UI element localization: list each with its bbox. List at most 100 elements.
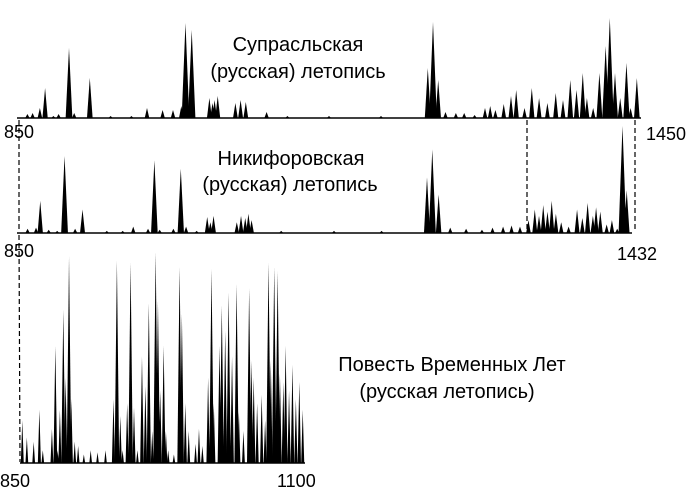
panel3-peak-42 bbox=[194, 443, 197, 463]
panel3-peak-60 bbox=[260, 394, 264, 463]
panel3-peak-69 bbox=[287, 390, 291, 463]
panel3-start-tick-label: 850 bbox=[0, 471, 31, 491]
panel3-peak-7 bbox=[56, 450, 59, 463]
panel3-end-tick-label: 1100 bbox=[277, 471, 316, 491]
panel2-peak-1 bbox=[33, 227, 39, 233]
panel2-peak-53 bbox=[597, 211, 603, 233]
panel2-peak-9 bbox=[120, 230, 125, 233]
panel3-title-line1: Повесть Временных Лет bbox=[338, 354, 566, 376]
panel2-end-tick-label: 1432 bbox=[617, 244, 658, 264]
panel2-start-tick-label: 850 bbox=[4, 241, 35, 261]
panel3-peak-12 bbox=[69, 399, 73, 463]
panel1-peak-4 bbox=[51, 116, 56, 118]
panel3-peak-41 bbox=[187, 431, 191, 463]
panel3-peak-55 bbox=[242, 431, 245, 463]
panel3-peak-11 bbox=[66, 256, 72, 463]
panel2-peak-32 bbox=[448, 227, 453, 233]
panel3-peak-57 bbox=[249, 360, 254, 463]
panel3-peak-63 bbox=[269, 360, 273, 463]
panel1-peak-25 bbox=[285, 116, 290, 118]
panel3-peak-20 bbox=[114, 260, 120, 463]
panel2-title-line1: Никифоровская bbox=[217, 148, 365, 170]
panel3-peak-34 bbox=[161, 345, 166, 463]
panel1-peak-47 bbox=[567, 80, 574, 118]
panel3-peak-65 bbox=[275, 271, 280, 463]
panel3-peak-26 bbox=[136, 450, 139, 463]
panel1-peak-13 bbox=[170, 110, 176, 118]
panel1-peak-3 bbox=[42, 88, 48, 118]
panel3-peak-68 bbox=[283, 345, 288, 463]
panel2-peak-58 bbox=[623, 190, 630, 233]
panel3-peak-54 bbox=[237, 411, 241, 463]
panel3-peak-23 bbox=[125, 403, 129, 463]
panel2-peak-15 bbox=[177, 168, 184, 233]
panel2-peak-4 bbox=[55, 230, 60, 233]
panel3-peak-73 bbox=[301, 409, 305, 463]
panel2-peak-6 bbox=[72, 228, 78, 233]
panel3-peak-8 bbox=[58, 409, 62, 463]
panel2-peak-42 bbox=[540, 205, 546, 233]
panel2-peak-22 bbox=[238, 215, 244, 233]
panel1-peak-24 bbox=[264, 112, 269, 118]
panel3-peak-47 bbox=[212, 403, 216, 463]
panel3-peak-9 bbox=[61, 309, 66, 463]
panel3-peak-14 bbox=[76, 445, 80, 463]
panel1-peak-6 bbox=[65, 48, 73, 118]
panel2-peak-0 bbox=[25, 228, 30, 233]
start-guide-2-3 bbox=[18, 234, 21, 463]
panel2-peak-39 bbox=[526, 220, 531, 233]
panel3-peak-33 bbox=[158, 390, 162, 463]
panel1-peak-38 bbox=[501, 104, 507, 118]
panel2-peak-34 bbox=[479, 229, 485, 233]
panel1-peak-2 bbox=[37, 108, 43, 118]
panel2-peak-14 bbox=[171, 228, 176, 233]
panel1-peak-52 bbox=[596, 73, 603, 118]
panel3-peak-64 bbox=[271, 267, 277, 463]
panel3-peak-51 bbox=[226, 292, 231, 463]
panel3-peak-45 bbox=[206, 377, 210, 463]
panel2-peak-46 bbox=[558, 222, 564, 233]
panel2-peak-16 bbox=[183, 226, 189, 233]
panel2-peak-10 bbox=[131, 226, 136, 233]
panel3-peak-22 bbox=[121, 450, 124, 463]
panel2-peak-7 bbox=[80, 209, 86, 233]
panel1-peak-28 bbox=[424, 68, 431, 118]
panel3-peak-25 bbox=[132, 407, 136, 463]
panel1-peak-39 bbox=[508, 96, 514, 118]
panel3-peak-59 bbox=[255, 403, 259, 463]
panel3-peak-43 bbox=[197, 428, 201, 463]
panel1-peak-59 bbox=[634, 78, 640, 118]
panel1-peak-5 bbox=[56, 114, 61, 118]
panel1-peak-0 bbox=[25, 114, 30, 118]
panel3-peak-53 bbox=[234, 284, 239, 463]
panel2-title-line2: (русская) летопись bbox=[202, 174, 378, 196]
panel3-peak-71 bbox=[294, 399, 298, 463]
panel2-peak-55 bbox=[609, 220, 615, 233]
panel1-peak-49 bbox=[579, 73, 586, 118]
panel1-peak-37 bbox=[493, 110, 498, 118]
panel2-peak-31 bbox=[435, 194, 442, 233]
panel1-peak-48 bbox=[573, 90, 580, 118]
panel2-peak-50 bbox=[585, 203, 591, 233]
panel1-peak-34 bbox=[472, 115, 477, 118]
panel1-peak-8 bbox=[86, 78, 93, 118]
panel1-peak-36 bbox=[487, 106, 493, 118]
panel3-peak-39 bbox=[179, 313, 184, 463]
panel1-peak-12 bbox=[160, 110, 165, 118]
panel2-peak-57 bbox=[618, 126, 627, 233]
panel3-peak-37 bbox=[172, 454, 176, 463]
panel1-peak-20 bbox=[215, 96, 221, 118]
panel1-peak-44 bbox=[545, 103, 550, 118]
panel3-peak-52 bbox=[230, 356, 234, 463]
panel1-peak-57 bbox=[623, 63, 630, 118]
panel2-peak-3 bbox=[46, 229, 51, 233]
panel3-peak-4 bbox=[41, 450, 45, 463]
panel3-peak-2 bbox=[32, 441, 36, 463]
panel3-peak-28 bbox=[143, 386, 148, 463]
panel1-title-line1: Супрасльская bbox=[232, 34, 364, 56]
panel1-peak-15 bbox=[181, 23, 190, 118]
panel1-peak-21 bbox=[233, 103, 238, 118]
panel2-peak-41 bbox=[536, 215, 542, 233]
panel2-peak-19 bbox=[208, 222, 213, 233]
panel2-peak-45 bbox=[553, 213, 559, 233]
